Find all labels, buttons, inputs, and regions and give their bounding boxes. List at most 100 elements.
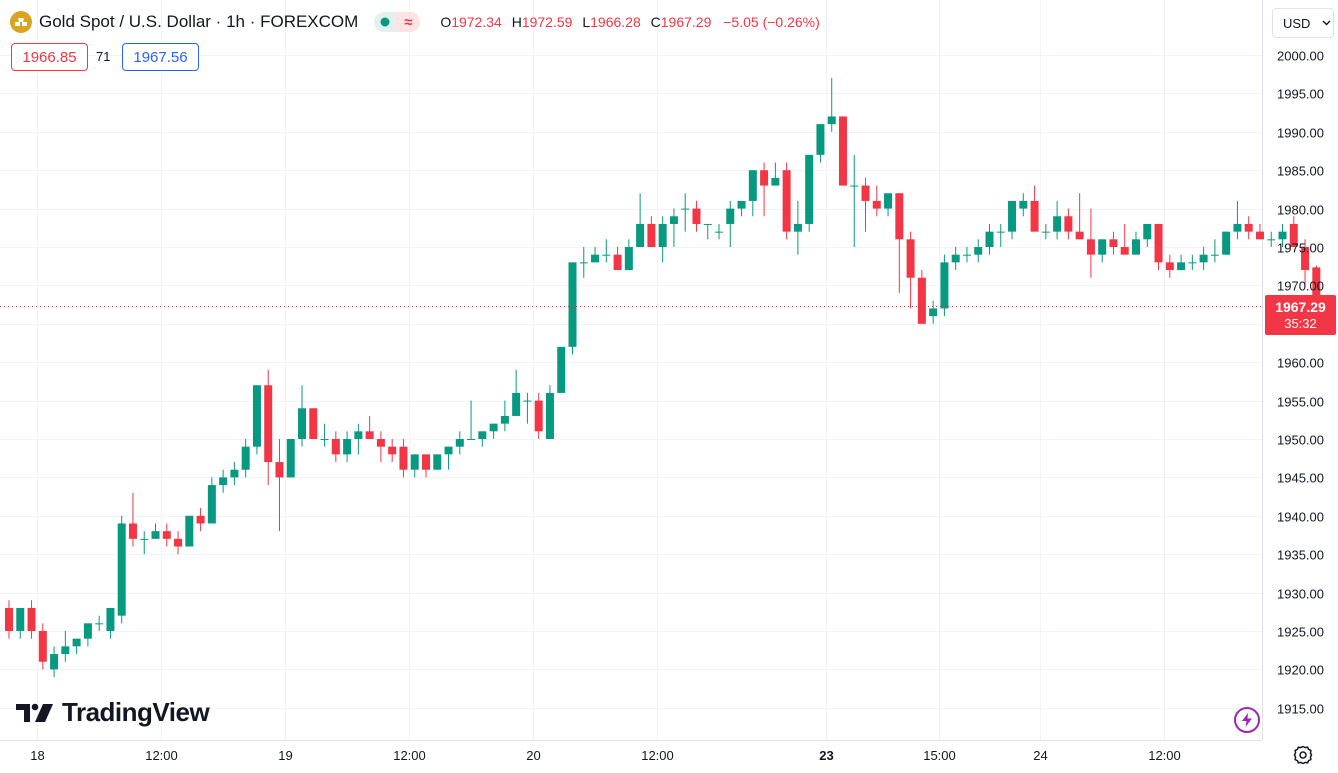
candle-body xyxy=(602,254,611,256)
buy-price-button[interactable]: 1967.56 xyxy=(122,43,199,71)
candle xyxy=(365,415,374,439)
candle xyxy=(861,177,870,232)
candle xyxy=(174,531,183,555)
candle-body xyxy=(782,170,791,232)
candle xyxy=(331,431,340,463)
candle xyxy=(985,223,994,255)
last-price-value: 1967.29 xyxy=(1275,299,1326,315)
bar-countdown: 35:32 xyxy=(1284,316,1317,331)
candle-body xyxy=(681,208,690,210)
tradingview-logo[interactable]: TradingView xyxy=(16,697,210,728)
candle-body xyxy=(500,415,509,424)
price-tick-label: 1980.00 xyxy=(1277,203,1324,218)
candle-body xyxy=(1008,200,1017,232)
candle-body xyxy=(151,531,160,539)
symbol-title[interactable]: Gold Spot / U.S. Dollar · 1h · FOREXCOM xyxy=(39,12,359,31)
candle-body xyxy=(207,485,216,524)
approx-icon[interactable]: ≈ xyxy=(396,12,421,32)
candle xyxy=(489,423,498,439)
candle-body xyxy=(579,262,588,264)
candle-body xyxy=(850,185,859,187)
candle-body xyxy=(298,408,307,439)
candle-body xyxy=(647,223,656,247)
candle-body xyxy=(467,439,476,440)
candle xyxy=(974,239,983,263)
price-tick-label: 1960.00 xyxy=(1277,356,1324,371)
candle-body xyxy=(748,170,757,201)
candle xyxy=(872,185,881,217)
candle-body xyxy=(861,185,870,201)
time-tick-label: 19 xyxy=(278,748,292,763)
candle xyxy=(602,239,611,263)
lightning-icon[interactable] xyxy=(1234,707,1260,733)
candle xyxy=(61,631,70,662)
candle-body xyxy=(185,515,194,547)
price-tick-label: 1985.00 xyxy=(1277,164,1324,179)
candle xyxy=(343,431,352,463)
candle xyxy=(996,223,1005,247)
candle xyxy=(1143,223,1152,247)
price-tick-label: 1990.00 xyxy=(1277,126,1324,141)
gold-coin-icon[interactable] xyxy=(10,11,32,33)
candle xyxy=(681,193,690,232)
candle-body xyxy=(162,531,171,539)
candle-body xyxy=(1165,262,1174,271)
candle-body xyxy=(1312,267,1321,307)
candle xyxy=(636,193,645,247)
candle-body xyxy=(1244,223,1253,232)
candle-body xyxy=(365,431,374,439)
time-tick-label: 15:00 xyxy=(923,748,956,763)
candle xyxy=(1132,231,1140,255)
gear-icon[interactable] xyxy=(1292,744,1314,766)
candle xyxy=(1165,254,1174,278)
candle-body xyxy=(275,462,284,478)
candle-body xyxy=(1019,200,1028,209)
price-tick-label: 1995.00 xyxy=(1277,87,1324,102)
candle xyxy=(1019,193,1028,217)
candle-body xyxy=(1199,254,1208,263)
candle xyxy=(838,116,847,186)
candle-body xyxy=(399,446,408,470)
price-tick-label: 1935.00 xyxy=(1277,548,1324,563)
candle-body xyxy=(478,431,487,439)
candle xyxy=(230,462,239,486)
candle-body xyxy=(1132,239,1140,255)
status-pill[interactable]: ≈ xyxy=(374,12,421,32)
market-status-icon[interactable] xyxy=(374,12,397,32)
candle xyxy=(151,523,160,539)
candle-body xyxy=(940,262,949,309)
candle-body xyxy=(38,631,47,662)
currency-label: USD xyxy=(1283,15,1311,31)
candle-body xyxy=(309,408,318,439)
candle xyxy=(72,638,81,655)
candle-body xyxy=(545,392,554,439)
candle xyxy=(1177,254,1186,271)
candle-body xyxy=(444,446,453,455)
candle xyxy=(241,439,250,478)
candle-body xyxy=(50,654,59,670)
candle xyxy=(760,162,769,217)
currency-select[interactable]: USD xyxy=(1272,8,1334,38)
candle xyxy=(692,200,701,232)
candle-body xyxy=(884,193,893,209)
candle xyxy=(715,223,724,240)
candle xyxy=(421,454,430,478)
candle-body xyxy=(252,385,261,447)
candle xyxy=(1109,231,1118,255)
price-tick-label: 1925.00 xyxy=(1277,625,1324,640)
price-tick-label: 1945.00 xyxy=(1277,471,1324,486)
candle xyxy=(1064,208,1073,240)
candle-body xyxy=(692,208,701,224)
candle-body xyxy=(1041,231,1050,233)
candle-body xyxy=(658,223,667,247)
candle-body xyxy=(16,607,25,631)
candle xyxy=(38,623,47,670)
candle xyxy=(726,200,735,247)
sell-price-button[interactable]: 1966.85 xyxy=(11,43,88,71)
candle xyxy=(185,515,194,547)
candle-body xyxy=(1301,247,1310,271)
candle-body xyxy=(703,223,712,225)
candle-body xyxy=(838,116,847,186)
chevron-down-icon xyxy=(1322,18,1331,29)
